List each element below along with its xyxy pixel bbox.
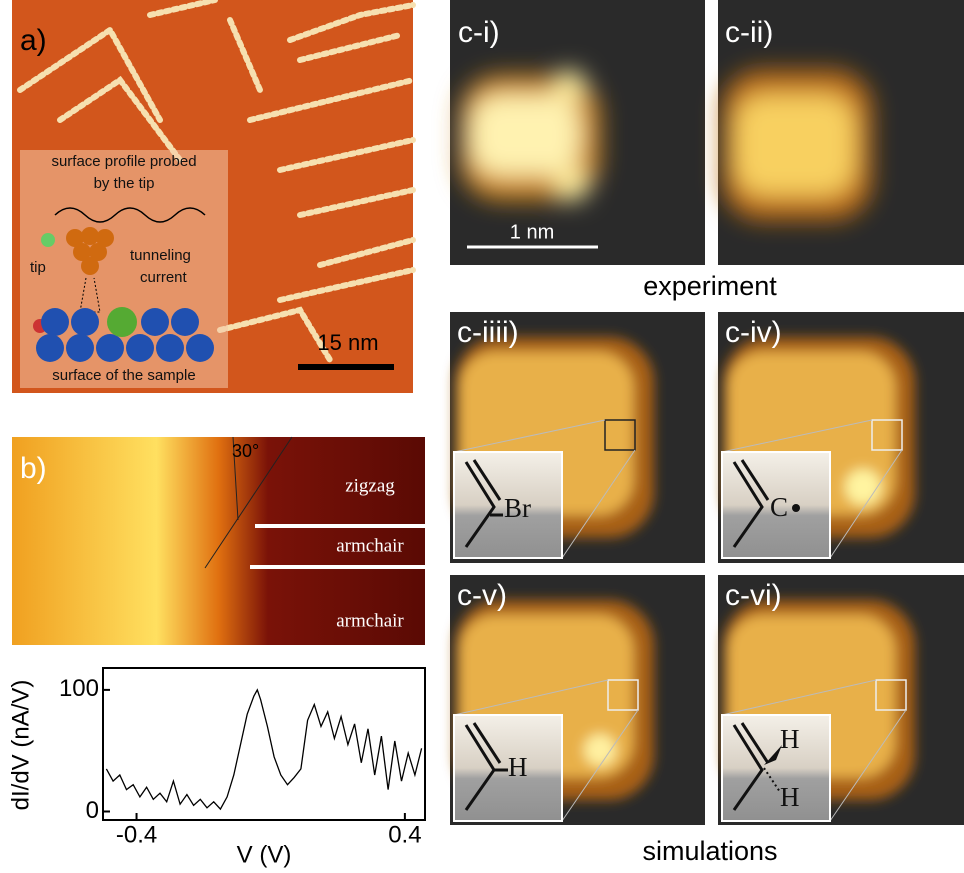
panel-label: c-i) bbox=[458, 16, 500, 49]
page: a) surface profile probed by the tip tip… bbox=[0, 0, 964, 873]
atom-label: H bbox=[780, 782, 800, 812]
y-tick-label: 0 bbox=[86, 797, 99, 824]
molecule-blob bbox=[460, 70, 600, 201]
panel-label: a) bbox=[20, 24, 47, 57]
x-tick-label: 0.4 bbox=[388, 821, 421, 848]
edge-label: armchair bbox=[336, 535, 404, 556]
panel-label: c-iv) bbox=[725, 316, 782, 349]
atom-label: H bbox=[508, 752, 528, 782]
edge-label: zigzag bbox=[345, 475, 395, 496]
panel-label: c-ii) bbox=[725, 16, 773, 49]
panel-label: c-vi) bbox=[725, 579, 782, 612]
atom-label: C bbox=[770, 492, 788, 522]
tip-label: tip bbox=[30, 259, 46, 276]
atom-label: H bbox=[780, 724, 800, 754]
inset-title: by the tip bbox=[94, 175, 155, 192]
angle-label: 30° bbox=[232, 441, 259, 461]
edge-label: armchair bbox=[336, 610, 404, 631]
panel-c-experiment: c-i) 1 nm c-ii) experiment bbox=[450, 0, 964, 301]
atom-label: Br bbox=[504, 493, 531, 523]
panel-a: a) surface profile probed by the tip tip… bbox=[12, 0, 413, 393]
panel-label: c-iiii) bbox=[457, 316, 519, 349]
molecule-blob bbox=[722, 70, 872, 220]
y-axis-label: dI/dV (nA/V) bbox=[7, 680, 34, 811]
inset-title: surface profile probed bbox=[51, 153, 196, 170]
scale-bar bbox=[298, 364, 394, 370]
panel-label: c-v) bbox=[457, 579, 507, 612]
y-tick-label: 100 bbox=[59, 675, 99, 702]
current-label: current bbox=[140, 269, 188, 286]
panel-label: b) bbox=[20, 452, 47, 485]
panel-b: b) 30° zigzag armchair armchair bbox=[12, 437, 425, 645]
spectrum-chart: dI/dV (nA/V) V (V) 0 100 -0.4 0.4 bbox=[7, 668, 425, 868]
dopant-atom bbox=[107, 307, 137, 337]
plus bbox=[41, 233, 55, 247]
radical bbox=[792, 504, 800, 512]
plot-frame bbox=[103, 668, 425, 820]
figure: a) surface profile probed by the tip tip… bbox=[0, 0, 964, 868]
caption: experiment bbox=[643, 271, 777, 301]
blob bbox=[845, 469, 881, 505]
sample-label: surface of the sample bbox=[52, 367, 195, 384]
x-axis-label: V (V) bbox=[237, 841, 292, 868]
scale-label: 1 nm bbox=[510, 221, 554, 243]
tunneling-label: tunneling bbox=[130, 247, 191, 264]
caption: simulations bbox=[642, 836, 777, 866]
spectrum-line bbox=[106, 690, 421, 809]
x-tick-label: -0.4 bbox=[116, 821, 157, 848]
scale-label: 15 nm bbox=[317, 330, 378, 355]
